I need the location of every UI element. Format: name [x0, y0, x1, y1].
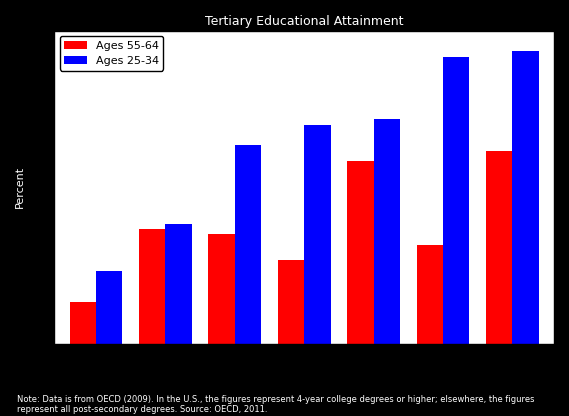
- Bar: [347, 161, 374, 344]
- Bar: [278, 260, 304, 344]
- Bar: [417, 245, 443, 344]
- Title: Tertiary Educational Attainment: Tertiary Educational Attainment: [205, 15, 403, 28]
- Bar: [512, 52, 539, 344]
- Text: Note: Data is from OECD (2009). In the U.S., the figures represent 4-year colleg: Note: Data is from OECD (2009). In the U…: [17, 394, 534, 414]
- Bar: [235, 146, 261, 344]
- Bar: [69, 302, 96, 344]
- Bar: [443, 57, 469, 344]
- Bar: [374, 119, 400, 344]
- Y-axis label: Percent: Percent: [15, 166, 25, 208]
- Bar: [96, 271, 122, 344]
- Legend: Ages 55-64, Ages 25-34: Ages 55-64, Ages 25-34: [60, 36, 163, 71]
- Bar: [139, 229, 166, 344]
- Bar: [304, 124, 331, 344]
- Bar: [166, 224, 192, 344]
- Bar: [486, 151, 512, 344]
- Bar: [208, 234, 235, 344]
